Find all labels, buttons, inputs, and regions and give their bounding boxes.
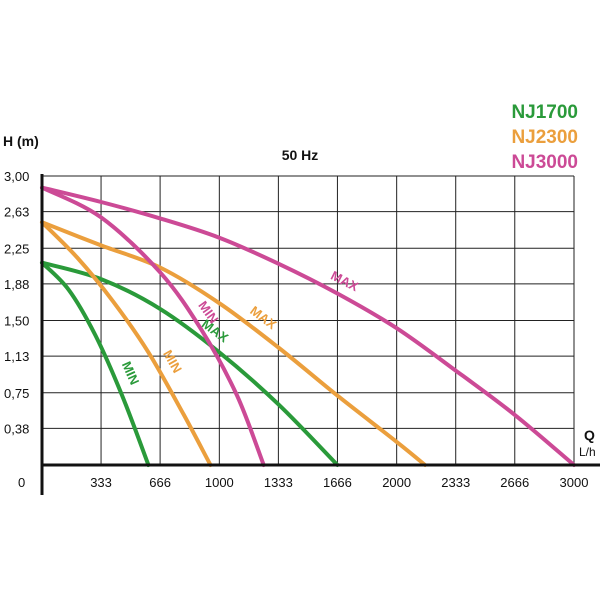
axes [40, 174, 600, 495]
curve-nj1700-max [40, 260, 340, 467]
curve-nj3000-max [40, 185, 576, 467]
x-tick-label-1333: 1333 [264, 475, 293, 490]
x-tick-label-1666: 1666 [323, 475, 352, 490]
y-tick-labels: 0,38 0,75 1,13 1,50 1,88 2,25 2,63 3,00 [4, 169, 29, 436]
y-tick-label-3-00: 3,00 [4, 169, 29, 184]
y-tick-label-1-50: 1,50 [4, 314, 29, 329]
x-axis-unit: L/h [579, 445, 596, 459]
chart-title: 50 Hz [282, 147, 319, 163]
y-tick-label-2-63: 2,63 [4, 205, 29, 220]
x-tick-label-3000: 3000 [560, 475, 589, 490]
curve-nj2300-max [40, 220, 427, 467]
x-tick-label-333: 333 [90, 475, 112, 490]
x-tick-labels: 333 666 1000 1333 1666 2000 2333 2666 3000 [90, 475, 588, 490]
y-axis-title: H (m) [3, 133, 39, 149]
curve-label-nj2300-min: MIN [160, 347, 185, 375]
curve-nj3000-min [40, 185, 266, 467]
x-tick-label-1000: 1000 [205, 475, 234, 490]
legend-entry-nj1700: NJ1700 [511, 102, 578, 123]
origin-label: 0 [18, 475, 25, 490]
y-tick-label-2-25: 2,25 [4, 241, 29, 256]
y-tick-label-1-88: 1,88 [4, 277, 29, 292]
x-tick-label-2333: 2333 [441, 475, 470, 490]
curve-nj1700-min [40, 260, 151, 467]
y-tick-label-1-13: 1,13 [4, 349, 29, 364]
curve-label-nj1700-min: MIN [119, 359, 142, 387]
grid [42, 175, 575, 465]
legend-entry-nj2300: NJ2300 [511, 127, 578, 148]
x-tick-label-2000: 2000 [382, 475, 411, 490]
curve-nj2300-min [40, 220, 213, 467]
x-axis-title: Q [584, 427, 595, 443]
x-tick-label-2666: 2666 [500, 475, 529, 490]
legend-entry-nj3000: NJ3000 [511, 152, 578, 173]
x-tick-label-666: 666 [149, 475, 171, 490]
y-tick-label-0-75: 0,75 [4, 386, 29, 401]
y-tick-label-0-38: 0,38 [4, 421, 29, 436]
